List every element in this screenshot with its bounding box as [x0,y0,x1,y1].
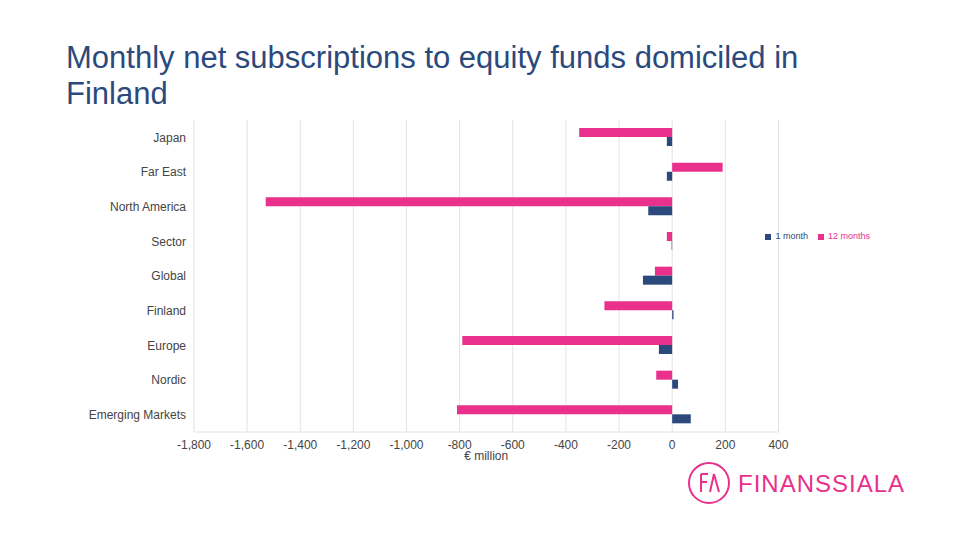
svg-text:-1,000: -1,000 [390,438,424,452]
svg-text:200: 200 [715,438,735,452]
svg-text:-600: -600 [500,437,525,452]
html-text:12 months: 12 months [828,231,870,241]
svg-text:0: 0 [669,438,676,452]
svg-text:-800: -800 [447,437,472,452]
svg-text:400: 400 [768,438,788,452]
svg-text:FINANSSIALA: FINANSSIALA [738,470,905,497]
svg-text:-1,400: -1,400 [283,438,317,452]
html-text:Monthly net subscriptions to e: Monthly net subscriptions to equity fund… [66,40,799,111]
svg-text:Finland: Finland [147,304,186,318]
svg-text:Sector: Sector [151,235,186,249]
svg-text:Emerging Markets: Emerging Markets [89,408,186,422]
svg-text:€ million: € million [464,449,508,463]
svg-text:-1,200: -1,200 [336,438,370,452]
html-text:1 month: 1 month [775,231,808,241]
svg-text:Far East: Far East [141,165,187,179]
svg-text:-400: -400 [554,438,578,452]
svg-text:Japan: Japan [153,131,186,145]
svg-text:North America: North America [110,200,186,214]
svg-text:-1,800: -1,800 [177,438,211,452]
svg-text:-200: -200 [607,438,631,452]
svg-text:Global: Global [151,269,186,283]
svg-text:Nordic: Nordic [151,373,186,387]
svg-text:-1,600: -1,600 [230,438,264,452]
svg-text:Europe: Europe [147,339,186,353]
